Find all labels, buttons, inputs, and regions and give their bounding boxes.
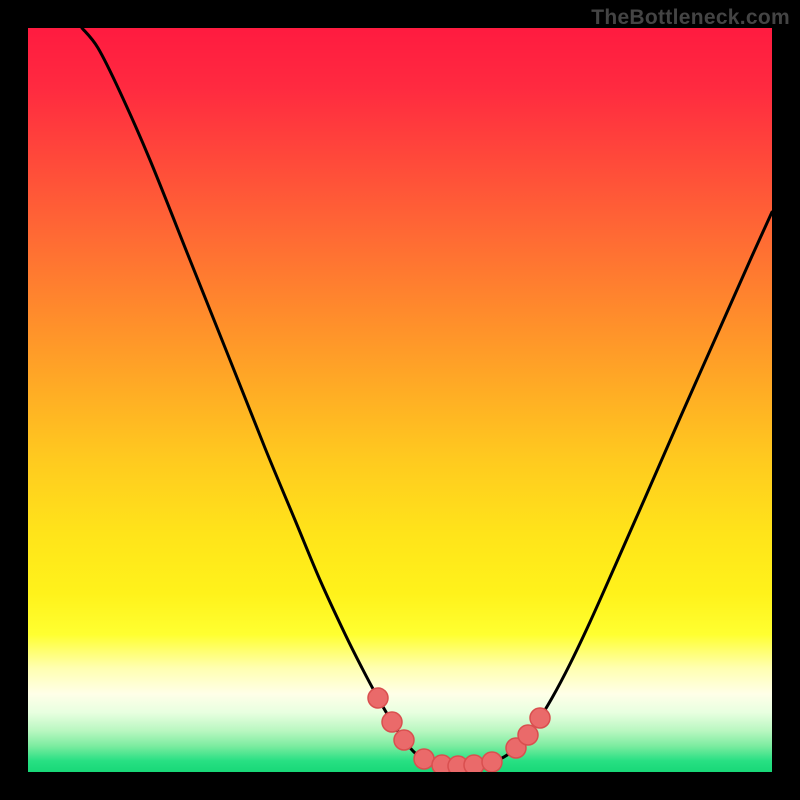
- curve-marker: [464, 755, 484, 775]
- curve-marker: [530, 708, 550, 728]
- chart-container: TheBottleneck.com: [0, 0, 800, 800]
- curve-marker: [482, 752, 502, 772]
- curve-marker: [394, 730, 414, 750]
- curve-marker: [368, 688, 388, 708]
- curve-marker: [518, 725, 538, 745]
- curve-marker: [382, 712, 402, 732]
- plot-background: [28, 28, 772, 772]
- curve-marker: [414, 749, 434, 769]
- watermark-text: TheBottleneck.com: [591, 6, 790, 30]
- bottleneck-chart: [0, 0, 800, 800]
